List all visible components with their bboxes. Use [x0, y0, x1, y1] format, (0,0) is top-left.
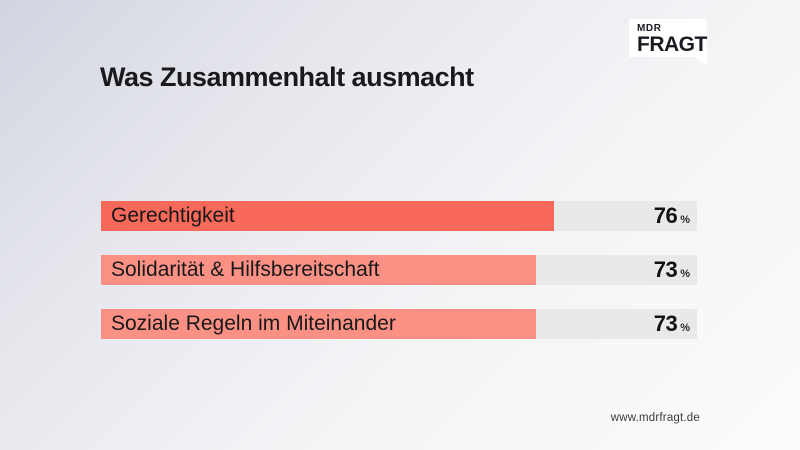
bar-value-number: 76: [653, 203, 678, 228]
logo-bubble-tail-icon: [694, 57, 707, 66]
bar-value: 76%: [654, 201, 690, 231]
bar-row: Solidarität & Hilfsbereitschaft 73%: [101, 255, 697, 285]
bar-fill: [101, 309, 537, 339]
bar-value: 73%: [654, 309, 690, 339]
bar-fill: [101, 201, 554, 231]
logo-text-mdr: MDR: [637, 23, 662, 34]
bar-fill: [101, 255, 537, 285]
bar-value-number: 73: [653, 257, 678, 282]
bar-value-unit: %: [680, 321, 690, 334]
bar-row: Soziale Regeln im Miteinander 73%: [101, 309, 697, 339]
bar-label: Soziale Regeln im Miteinander: [111, 312, 396, 335]
bar-value-unit: %: [680, 213, 690, 226]
bar-track: Gerechtigkeit 76%: [101, 201, 697, 231]
bar-track: Solidarität & Hilfsbereitschaft 73%: [101, 255, 697, 285]
logo-text-fragt: FRAGT: [637, 33, 707, 56]
bar-label: Solidarität & Hilfsbereitschaft: [111, 258, 380, 281]
mdr-fragt-logo: MDR FRAGT: [629, 19, 707, 66]
source-url: www.mdrfragt.de: [610, 412, 700, 424]
bar-chart: Gerechtigkeit 76% Solidarität & Hilfsberei…: [101, 201, 697, 363]
bar-track: Soziale Regeln im Miteinander 73%: [101, 309, 697, 339]
bar-value: 73%: [654, 255, 690, 285]
bar-value-number: 73: [653, 311, 678, 336]
bar-label: Gerechtigkeit: [111, 204, 235, 227]
logo-speech-bubble: MDR FRAGT: [629, 19, 707, 57]
bar-row: Gerechtigkeit 76%: [101, 201, 697, 231]
page-title: Was Zusammenhalt ausmacht: [100, 62, 474, 92]
bar-value-unit: %: [680, 267, 690, 280]
